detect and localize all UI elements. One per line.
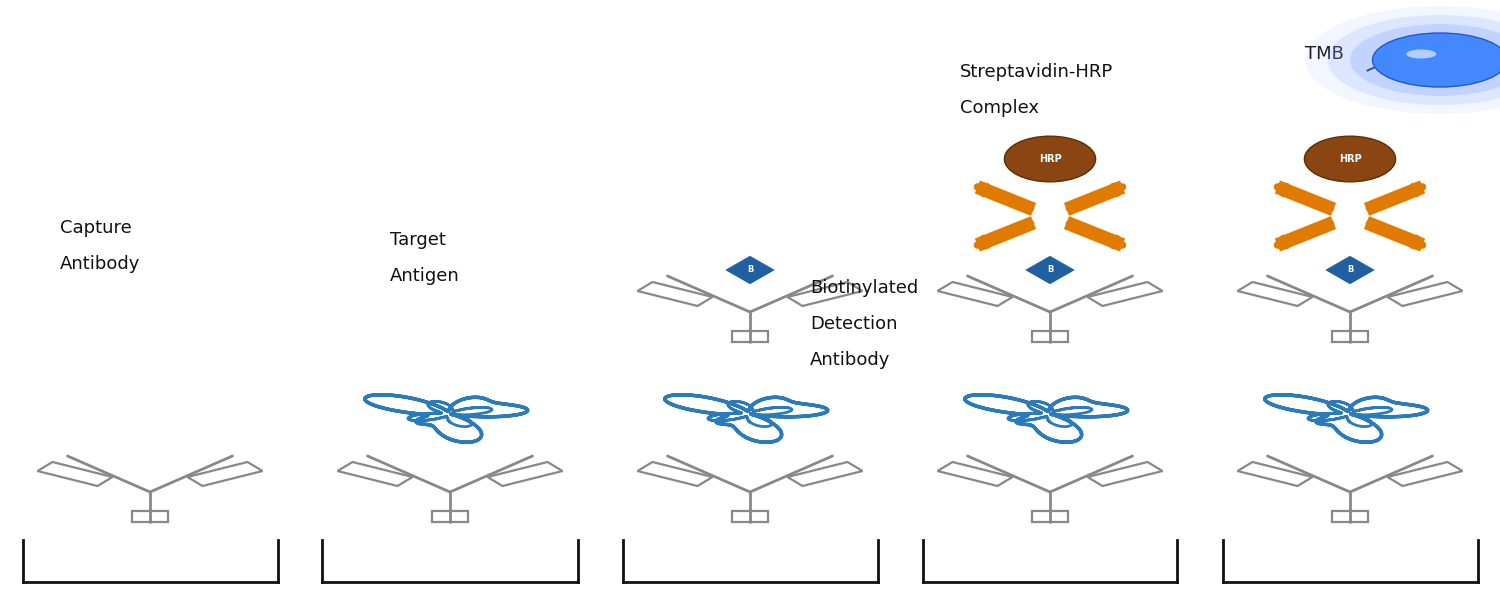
Text: HRP: HRP <box>1338 154 1362 164</box>
Ellipse shape <box>1005 136 1095 182</box>
Text: HRP: HRP <box>1038 154 1062 164</box>
Text: B: B <box>1047 265 1053 275</box>
Text: Complex: Complex <box>960 99 1040 117</box>
Ellipse shape <box>1305 136 1395 182</box>
Text: Target: Target <box>390 231 445 249</box>
Polygon shape <box>723 255 777 285</box>
Text: Antibody: Antibody <box>60 255 141 273</box>
Text: Capture: Capture <box>60 219 132 237</box>
Ellipse shape <box>1407 49 1437 58</box>
Circle shape <box>1372 33 1500 87</box>
Text: B: B <box>1347 265 1353 275</box>
Text: A: A <box>1046 209 1054 223</box>
Text: Antigen: Antigen <box>390 267 459 285</box>
Circle shape <box>1328 15 1500 105</box>
Text: Antibody: Antibody <box>810 351 891 369</box>
Text: A: A <box>1346 209 1354 223</box>
Polygon shape <box>1023 255 1076 285</box>
Text: TMB: TMB <box>1305 45 1344 63</box>
Circle shape <box>1305 6 1500 114</box>
Text: Biotinylated: Biotinylated <box>810 279 918 297</box>
Text: Detection: Detection <box>810 315 897 333</box>
Text: Streptavidin-HRP: Streptavidin-HRP <box>960 63 1113 81</box>
Circle shape <box>1350 24 1500 96</box>
Polygon shape <box>1323 255 1377 285</box>
Text: B: B <box>747 265 753 275</box>
